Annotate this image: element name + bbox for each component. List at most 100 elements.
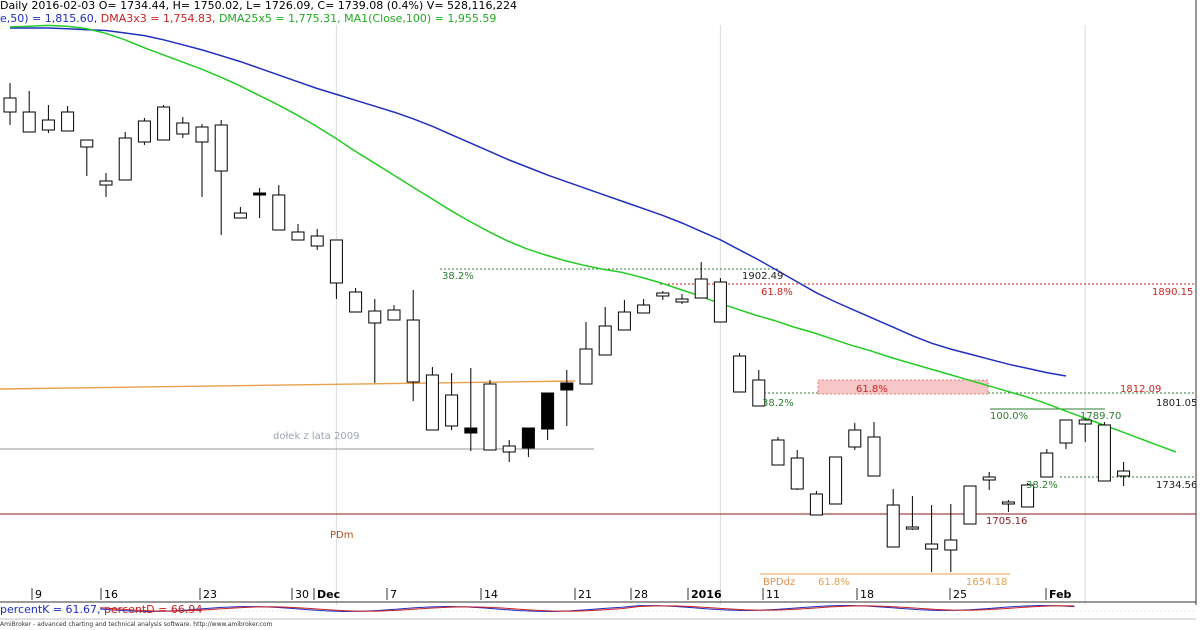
- label-price-1890: 1890.15: [1152, 287, 1193, 298]
- candle-body-53: [1021, 484, 1035, 508]
- candle-body-27: [521, 427, 535, 449]
- candle-body-20: [387, 309, 401, 321]
- candle-body-50: [963, 485, 977, 525]
- candle-body-19: [368, 310, 382, 324]
- x-tick-label-3: 30: [295, 588, 309, 601]
- label-price-1812: 1812.09: [1120, 384, 1161, 395]
- candle-body-33: [637, 304, 651, 314]
- dma3-readout: DMA3x3 = 1,754.83,: [100, 12, 216, 25]
- candle-body-39: [752, 379, 766, 407]
- label-fib-382-low: 38.2%: [1026, 480, 1058, 491]
- label-price-1705: 1705.16: [986, 516, 1027, 527]
- label-price-1734: 1734.56: [1156, 480, 1197, 491]
- candle-body-17: [329, 239, 343, 284]
- candle-body-5: [99, 180, 113, 186]
- candle-body-18: [349, 291, 363, 313]
- candle-body-30: [579, 348, 593, 385]
- label-price-1801: 1801.05: [1156, 398, 1197, 409]
- x-tick-label-2: 23: [203, 588, 217, 601]
- label-fib-100: 100.0%: [990, 411, 1028, 422]
- candle-body-55: [1059, 419, 1073, 444]
- label-pdm: PDm: [330, 530, 353, 541]
- candle-body-0: [3, 97, 17, 113]
- x-tick-label-9: 2016: [691, 588, 722, 601]
- candle-body-58: [1117, 470, 1131, 477]
- header-line-2: e,50) = 1,815.60, DMA3x3 = 1,754.83, DMA…: [0, 12, 496, 25]
- dma25-line: [9, 24, 1177, 453]
- x-tick-label-7: 21: [578, 588, 592, 601]
- oscillator-header: percentK = 61.67, percentD = 66.94: [0, 603, 202, 616]
- candle-body-21: [406, 319, 420, 383]
- label-fib-618-low: 61.8%: [818, 577, 850, 588]
- candles: [3, 83, 1131, 572]
- candle-body-56: [1078, 419, 1092, 425]
- candle-body-16: [310, 235, 324, 247]
- candle-body-48: [925, 543, 939, 550]
- candle-body-12: [233, 212, 247, 219]
- candle-body-1: [22, 111, 36, 133]
- candle-body-51: [982, 476, 996, 481]
- percent-d-line: [99, 605, 1075, 612]
- label-bpd: BPDdz: [763, 577, 795, 588]
- fib-zone-618: [817, 379, 989, 395]
- label-fib-618-red: 61.8%: [761, 287, 793, 298]
- x-tick-label-13: Feb: [1049, 588, 1072, 601]
- dma25-readout: DMA25x5 = 1,775.31,: [218, 12, 341, 25]
- candle-body-25: [483, 383, 497, 451]
- ohlc-readout: Daily 2016-02-03 O= 1734.44, H= 1750.02,…: [0, 0, 518, 12]
- candle-body-46: [886, 504, 900, 548]
- label-dolek: dołek z lata 2009: [273, 431, 359, 442]
- candle-body-45: [867, 436, 881, 477]
- x-tick-label-0: 9: [35, 588, 42, 601]
- candle-body-49: [944, 539, 958, 551]
- label-price-1654: 1654.18: [966, 577, 1007, 588]
- candle-body-9: [176, 122, 190, 135]
- oscillator-pane: [0, 604, 1196, 620]
- candle-body-3: [61, 111, 75, 132]
- x-tick-label-5: 7: [390, 588, 397, 601]
- label-price-1902: 1902.49: [742, 271, 783, 282]
- x-tick-label-10: 11: [766, 588, 780, 601]
- candle-body-4: [80, 139, 94, 148]
- label-price-1789: 1789.70: [1080, 411, 1121, 422]
- ma50-readout: e,50) = 1,815.60,: [0, 12, 98, 25]
- candle-body-8: [157, 106, 171, 141]
- candle-body-24: [464, 427, 478, 434]
- candle-body-31: [598, 325, 612, 356]
- candle-body-10: [195, 126, 209, 143]
- chart-annotations: 38.2% 1902.49 61.8% 1890.15 61.8% 1812.09 38.2…: [273, 271, 1197, 588]
- x-axis: 9 16 23 30 Dec 7 14 21 28 2016 11 18 25 Feb: [31, 588, 1072, 601]
- footer-credit: AmiBroker - advanced charting and techni…: [0, 621, 273, 628]
- candle-body-26: [502, 445, 516, 453]
- ma100-readout: MA1(Close,100) = 1,955.59: [344, 12, 497, 25]
- candle-body-44: [848, 429, 862, 448]
- x-tick-label-11: 18: [860, 588, 874, 601]
- candle-body-23: [445, 394, 459, 427]
- label-fib-382-top: 38.2%: [442, 271, 474, 282]
- candle-body-54: [1040, 452, 1054, 478]
- candle-body-34: [656, 292, 670, 297]
- x-tick-label-12: 25: [953, 588, 967, 601]
- percent-k-readout: percentK = 61.67,: [0, 603, 101, 616]
- label-zone-618: 61.8%: [856, 384, 888, 395]
- orange-trendline: [0, 380, 576, 390]
- candle-body-47: [905, 526, 919, 530]
- candle-body-14: [272, 194, 286, 231]
- x-tick-label-6: 14: [484, 588, 498, 601]
- candle-body-32: [617, 311, 631, 331]
- candle-body-43: [829, 456, 843, 505]
- header-line-1: Daily 2016-02-03 O= 1734.44, H= 1750.02,…: [0, 0, 517, 12]
- candle-body-13: [253, 192, 267, 196]
- candle-body-11: [214, 124, 228, 172]
- label-fib-382-mid: 38.2%: [762, 398, 794, 409]
- candle-body-2: [41, 119, 55, 131]
- candle-body-38: [733, 355, 747, 393]
- x-tick-label-8: 28: [634, 588, 648, 601]
- candle-body-7: [137, 120, 151, 143]
- candle-body-52: [1001, 501, 1015, 505]
- candle-body-37: [713, 281, 727, 323]
- candle-body-6: [118, 137, 132, 181]
- candle-body-22: [425, 374, 439, 431]
- candle-body-41: [790, 457, 804, 490]
